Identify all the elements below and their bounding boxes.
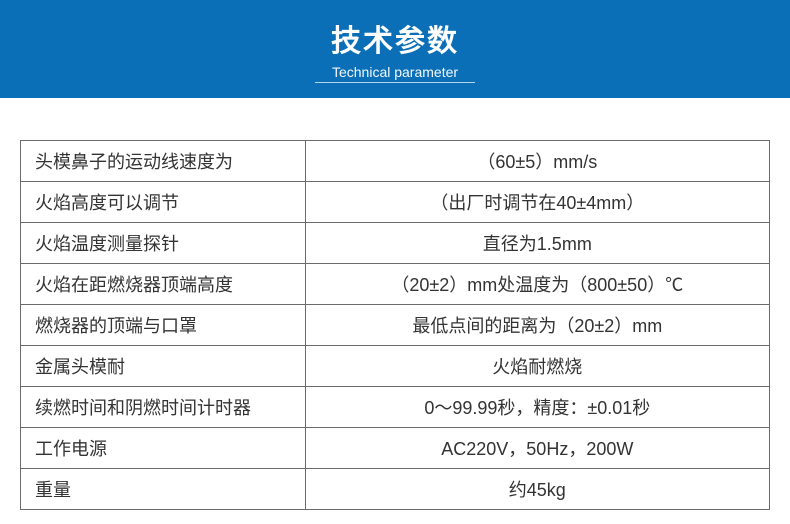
value-cell: （出厂时调节在40±4mm） [305, 182, 769, 223]
table-row: 重量 约45kg [21, 469, 770, 510]
page-subtitle: Technical parameter [332, 64, 458, 80]
param-cell: 火焰温度测量探针 [21, 223, 306, 264]
table-row: 续燃时间和阴燃时间计时器 0～99.99秒，精度：±0.01秒 [21, 387, 770, 428]
value-cell: （20±2）mm处温度为（800±50）℃ [305, 264, 769, 305]
value-cell: AC220V，50Hz，200W [305, 428, 769, 469]
spec-table-body: 头模鼻子的运动线速度为 （60±5）mm/s 火焰高度可以调节 （出厂时调节在4… [21, 141, 770, 510]
param-cell: 火焰高度可以调节 [21, 182, 306, 223]
table-row: 火焰温度测量探针 直径为1.5mm [21, 223, 770, 264]
page-title: 技术参数 [331, 16, 459, 60]
param-cell: 头模鼻子的运动线速度为 [21, 141, 306, 182]
table-row: 火焰在距燃烧器顶端高度 （20±2）mm处温度为（800±50）℃ [21, 264, 770, 305]
table-row: 火焰高度可以调节 （出厂时调节在40±4mm） [21, 182, 770, 223]
table-container: 头模鼻子的运动线速度为 （60±5）mm/s 火焰高度可以调节 （出厂时调节在4… [0, 98, 790, 510]
param-cell: 金属头模耐 [21, 346, 306, 387]
value-cell: 约45kg [305, 469, 769, 510]
spec-table: 头模鼻子的运动线速度为 （60±5）mm/s 火焰高度可以调节 （出厂时调节在4… [20, 140, 770, 510]
param-cell: 重量 [21, 469, 306, 510]
subtitle-underline [315, 82, 475, 83]
value-cell: （60±5）mm/s [305, 141, 769, 182]
param-cell: 续燃时间和阴燃时间计时器 [21, 387, 306, 428]
param-cell: 燃烧器的顶端与口罩 [21, 305, 306, 346]
table-row: 头模鼻子的运动线速度为 （60±5）mm/s [21, 141, 770, 182]
value-cell: 火焰耐燃烧 [305, 346, 769, 387]
table-row: 燃烧器的顶端与口罩 最低点间的距离为（20±2）mm [21, 305, 770, 346]
header-banner: 技术参数 Technical parameter [0, 0, 790, 98]
param-cell: 火焰在距燃烧器顶端高度 [21, 264, 306, 305]
table-row: 工作电源 AC220V，50Hz，200W [21, 428, 770, 469]
value-cell: 0～99.99秒，精度：±0.01秒 [305, 387, 769, 428]
value-cell: 直径为1.5mm [305, 223, 769, 264]
table-row: 金属头模耐 火焰耐燃烧 [21, 346, 770, 387]
param-cell: 工作电源 [21, 428, 306, 469]
value-cell: 最低点间的距离为（20±2）mm [305, 305, 769, 346]
